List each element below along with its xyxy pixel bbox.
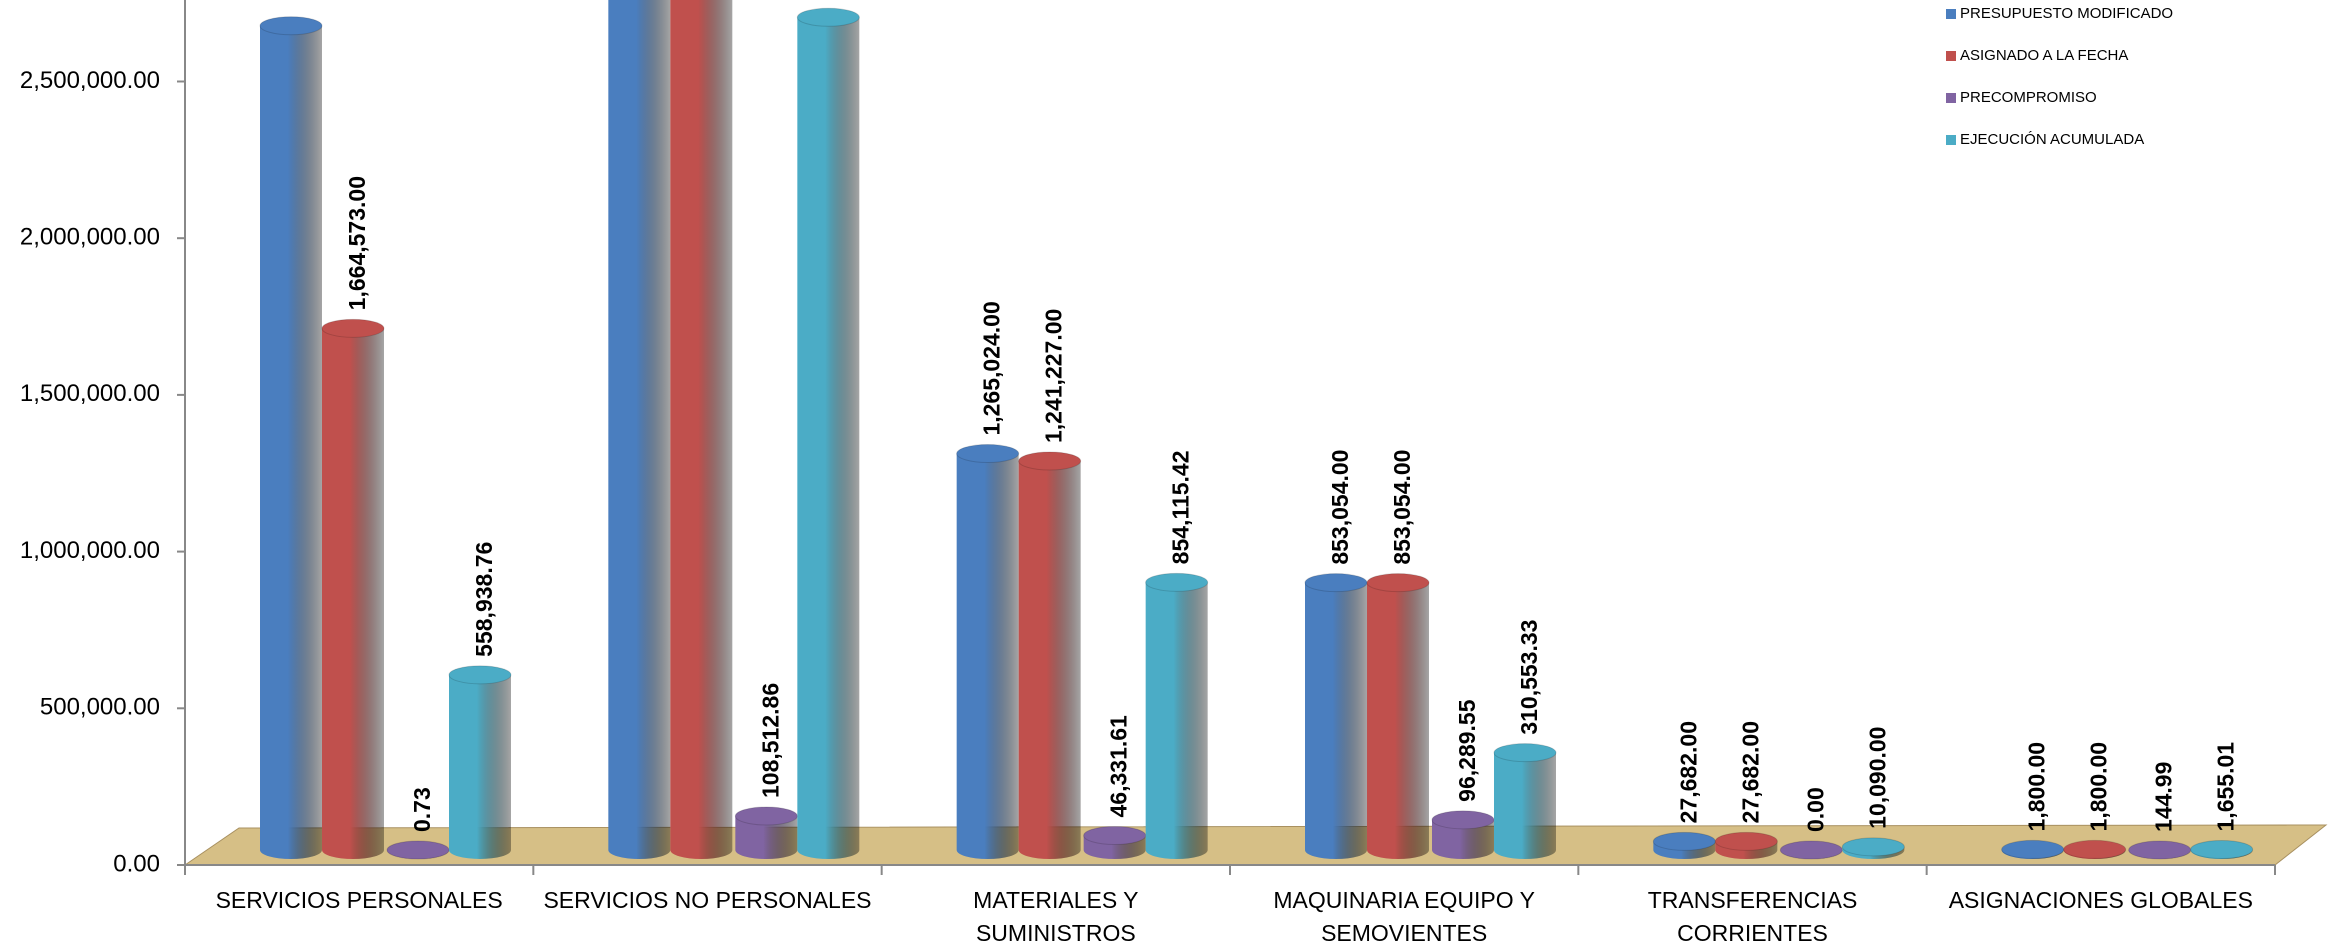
bar-top (2001, 839, 2065, 859)
data-label: 1,800.00 (2086, 742, 2112, 832)
bar (735, 815, 798, 859)
bar (1145, 582, 1208, 859)
bar (322, 328, 384, 859)
data-label: 1,241,227.00 (1041, 309, 1067, 443)
x-tick-label: MAQUINARIA EQUIPO Y SEMOVIENTES (1273, 887, 1535, 946)
data-label: 558,938.76 (471, 542, 497, 657)
data-label: 1,664,573.00 (344, 176, 370, 310)
legend-swatch (1946, 9, 1956, 19)
bar-top (1304, 573, 1368, 593)
data-label: 144.99 (2151, 762, 2177, 832)
bar-top (796, 7, 860, 27)
bar-top (259, 16, 323, 36)
legend-label: ASIGNADO A LA FECHA (1960, 47, 2128, 64)
bar-top (1145, 572, 1209, 592)
legend-label: EJECUCIÓN ACUMULADA (1960, 131, 2144, 148)
data-label: 854,115.42 (1168, 450, 1194, 564)
bar-top (1018, 451, 1082, 471)
bar-top (1652, 831, 1716, 851)
data-label: 46,331.61 (1106, 715, 1132, 818)
bar (608, 0, 671, 859)
x-tick-label: TRANSFERENCIAS CORRIENTES (1647, 887, 1858, 946)
y-tick-label: 1,500,000.00 (20, 380, 160, 407)
data-label: 310,553.33 (1516, 620, 1542, 735)
bar-top (2063, 839, 2127, 859)
legend-label: PRECOMPROMISO (1960, 89, 2097, 106)
y-tick-label: 1,000,000.00 (20, 537, 160, 564)
data-label: 1,655.01 (2213, 742, 2239, 832)
bar-top (1083, 825, 1147, 845)
y-tick-label: 2,000,000.00 (20, 224, 160, 251)
x-tick-label: ASIGNACIONES GLOBALES (1948, 887, 2253, 913)
bar-top (321, 318, 385, 338)
bar-top (1493, 743, 1557, 763)
bar (449, 674, 511, 859)
data-label: 1,800.00 (2024, 742, 2050, 832)
bar (1018, 460, 1081, 859)
bar (797, 17, 860, 859)
bar (260, 25, 322, 860)
data-label: 10,090.00 (1864, 727, 1890, 829)
data-label: 96,289.55 (1454, 699, 1480, 802)
y-tick-label: 500,000.00 (40, 694, 160, 721)
x-tick-label: SERVICIOS NO PERSONALES (543, 887, 872, 913)
bar-top (1714, 831, 1778, 851)
data-label: 27,682.00 (1675, 721, 1701, 823)
y-tick-label: 2,500,000.00 (20, 67, 160, 94)
bar-top (1779, 840, 1843, 860)
bar (1367, 582, 1429, 859)
data-label: 853,054.00 (1327, 450, 1353, 565)
data-label: 108,512.86 (757, 683, 783, 798)
bar-top (386, 840, 450, 860)
bar-top (1366, 573, 1430, 593)
bar-top (734, 806, 798, 826)
data-label: 27,682.00 (1737, 721, 1763, 823)
legend-swatch (1946, 93, 1956, 103)
bar (1305, 582, 1367, 859)
bar-top (956, 444, 1020, 464)
bar-top (1841, 837, 1905, 857)
bar-top (448, 665, 512, 685)
data-label: 0.00 (1802, 787, 1828, 832)
bar (956, 453, 1019, 859)
y-tick-label: 0.00 (113, 850, 160, 877)
bar (670, 0, 733, 859)
bar (1432, 819, 1494, 859)
legend-label: PRESUPUESTO MODIFICADO (1960, 5, 2173, 22)
legend-swatch (1946, 51, 1956, 61)
legend-swatch (1946, 135, 1956, 145)
bar-top (1431, 810, 1495, 830)
x-tick-label: MATERIALES Y SUMINISTROS (973, 887, 1139, 946)
data-label: 0.73 (409, 787, 435, 832)
data-label: 1,265,024.00 (979, 301, 1005, 435)
x-tick-label: SERVICIOS PERSONALES (215, 887, 503, 913)
bar-top (2190, 839, 2254, 859)
data-label: 853,054.00 (1389, 450, 1415, 565)
bar-top (2128, 840, 2192, 860)
bar (1494, 752, 1556, 859)
